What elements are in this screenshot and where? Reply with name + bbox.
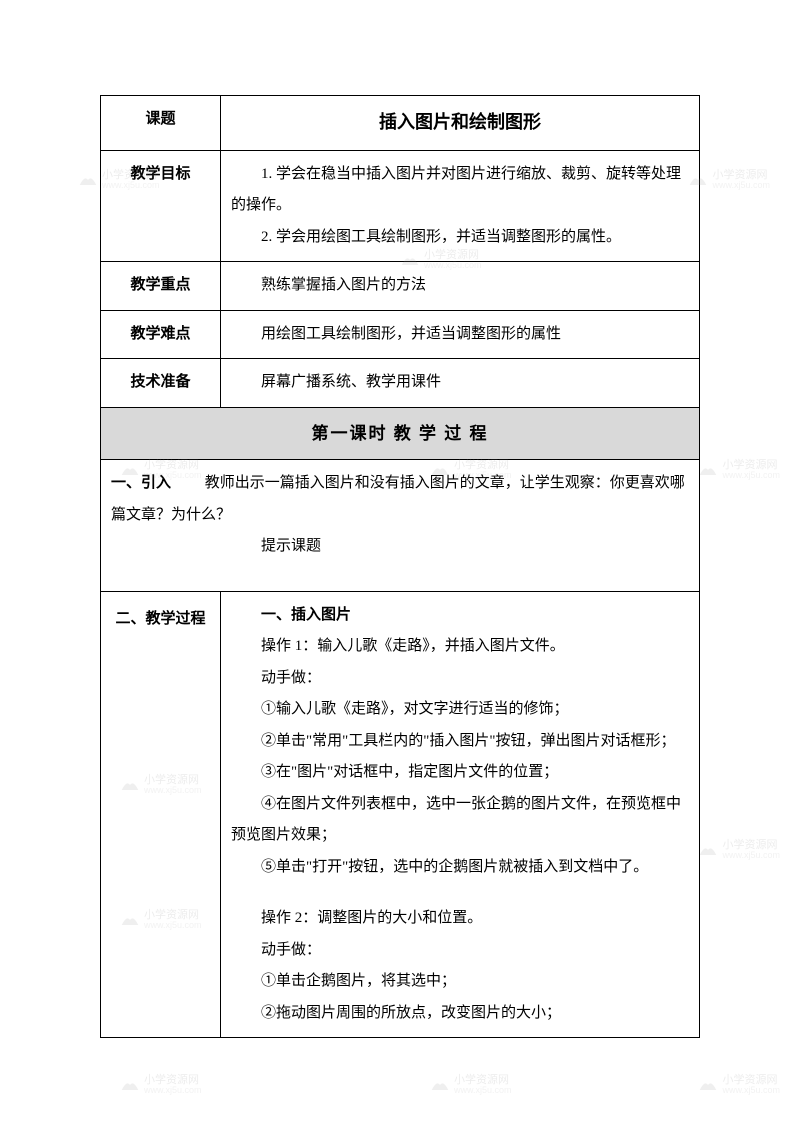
- difficulty-content: 用绘图工具绘制图形，并适当调整图形的属性: [221, 310, 700, 359]
- intro-line2: 提示课题: [111, 531, 689, 563]
- spacer: [111, 563, 689, 583]
- watermark-icon: 小学资源网www.xj5u.com: [698, 840, 780, 860]
- intro-line1: 教师出示一篇插入图片和没有插入图片的文章，让学生观察：你更喜欢哪篇文章？为什么？: [111, 475, 685, 523]
- process-content: 一、插入图片 操作 1：输入儿歌《走路》，并插入图片文件。 动手做： ①输入儿歌…: [221, 591, 700, 1038]
- watermark-icon: 小学资源网www.xj5u.com: [688, 170, 770, 190]
- process-heading: 一、插入图片: [231, 600, 689, 632]
- process-step3: ③在"图片"对话框中，指定图片文件的位置；: [231, 757, 689, 789]
- process-step7: ②拖动图片周围的所放点，改变图片的大小；: [231, 998, 689, 1030]
- tech-label: 技术准备: [101, 359, 221, 408]
- focus-label: 教学重点: [101, 262, 221, 311]
- intro-cell: 一、引入 教师出示一篇插入图片和没有插入图片的文章，让学生观察：你更喜欢哪篇文章…: [101, 460, 700, 592]
- intro-row: 一、引入 教师出示一篇插入图片和没有插入图片的文章，让学生观察：你更喜欢哪篇文章…: [101, 460, 700, 592]
- section-header-row: 第一课时 教 学 过 程: [101, 407, 700, 460]
- section-header: 第一课时 教 学 过 程: [101, 407, 700, 460]
- process-hands1: 动手做：: [231, 663, 689, 695]
- objective-content: 1. 学会在稳当中插入图片并对图片进行缩放、裁剪、旋转等处理的操作。 2. 学会…: [221, 150, 700, 262]
- focus-row: 教学重点 熟练掌握插入图片的方法: [101, 262, 700, 311]
- watermark-icon: 小学资源网www.xj5u.com: [698, 1075, 780, 1095]
- intro-label: 一、引入: [111, 475, 171, 491]
- process-op2: 操作 2：调整图片的大小和位置。: [231, 903, 689, 935]
- tech-row: 技术准备 屏幕广播系统、教学用课件: [101, 359, 700, 408]
- spacer: [231, 883, 689, 903]
- lesson-plan-table: 课题 插入图片和绘制图形 教学目标 1. 学会在稳当中插入图片并对图片进行缩放、…: [100, 95, 700, 1038]
- process-step6: ①单击企鹅图片，将其选中；: [231, 966, 689, 998]
- difficulty-row: 教学难点 用绘图工具绘制图形，并适当调整图形的属性: [101, 310, 700, 359]
- objective-line1: 1. 学会在稳当中插入图片并对图片进行缩放、裁剪、旋转等处理的操作。: [231, 159, 689, 222]
- difficulty-label: 教学难点: [101, 310, 221, 359]
- process-op1: 操作 1：输入儿歌《走路》，并插入图片文件。: [231, 631, 689, 663]
- objective-row: 教学目标 1. 学会在稳当中插入图片并对图片进行缩放、裁剪、旋转等处理的操作。 …: [101, 150, 700, 262]
- topic-label: 课题: [101, 96, 221, 151]
- watermark-icon: 小学资源网www.xj5u.com: [120, 1075, 202, 1095]
- objective-label: 教学目标: [101, 150, 221, 262]
- tech-content: 屏幕广播系统、教学用课件: [221, 359, 700, 408]
- focus-content: 熟练掌握插入图片的方法: [221, 262, 700, 311]
- lesson-title: 插入图片和绘制图形: [221, 96, 700, 151]
- process-step4: ④在图片文件列表框中，选中一张企鹅的图片文件，在预览框中预览图片效果；: [231, 789, 689, 852]
- process-step2: ②单击"常用"工具栏内的"插入图片"按钮，弹出图片对话框形；: [231, 726, 689, 758]
- watermark-icon: 小学资源网www.xj5u.com: [430, 1075, 512, 1095]
- process-step5: ⑤单击"打开"按钮，选中的企鹅图片就被插入到文档中了。: [231, 852, 689, 884]
- process-hands2: 动手做：: [231, 935, 689, 967]
- title-row: 课题 插入图片和绘制图形: [101, 96, 700, 151]
- process-step1: ①输入儿歌《走路》，对文字进行适当的修饰；: [231, 694, 689, 726]
- process-row: 二、教学过程 一、插入图片 操作 1：输入儿歌《走路》，并插入图片文件。 动手做…: [101, 591, 700, 1038]
- watermark-icon: 小学资源网www.xj5u.com: [698, 460, 780, 480]
- objective-line2: 2. 学会用绘图工具绘制图形，并适当调整图形的属性。: [231, 222, 689, 254]
- process-label: 二、教学过程: [101, 591, 221, 1038]
